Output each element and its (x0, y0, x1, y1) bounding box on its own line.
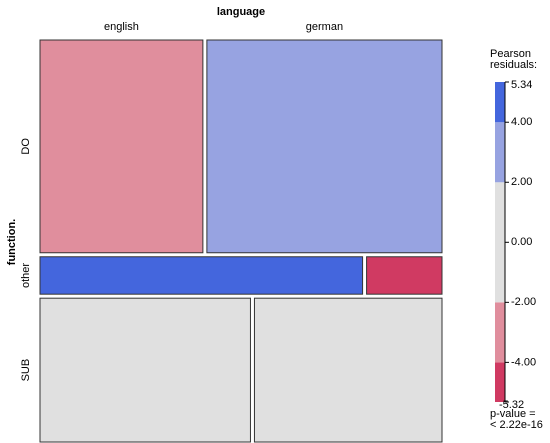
legend-tick-label: 4.00 (511, 116, 532, 128)
row-label: SUB (20, 359, 32, 382)
legend-tick-label: -2.00 (511, 296, 536, 308)
legend-tick-label: -4.00 (511, 356, 536, 368)
p-value: p-value = (490, 408, 536, 420)
mosaic-cell (253, 297, 443, 443)
mosaic-cell (39, 39, 204, 254)
row-label: DO (20, 138, 32, 155)
legend-band (495, 182, 505, 303)
mosaic-cell (366, 256, 443, 295)
legend-title: residuals: (490, 59, 537, 71)
mosaic-cell (206, 39, 443, 254)
legend-band (495, 122, 505, 183)
column-label: english (104, 21, 139, 33)
mosaic-cell (39, 256, 364, 295)
column-label: german (306, 21, 343, 33)
legend-tick-label: 0.00 (511, 236, 532, 248)
x-axis-label: language (217, 6, 265, 18)
legend-band (495, 302, 505, 363)
legend-tick-label: 2.00 (511, 176, 532, 188)
legend-tick-label: 5.34 (511, 79, 532, 91)
row-label: other (20, 263, 32, 288)
legend-band (495, 362, 505, 402)
mosaic-cell (39, 297, 251, 443)
legend-band (495, 82, 505, 123)
legend-tick-label: -5.32 (499, 399, 524, 411)
p-value: < 2.22e-16 (490, 419, 543, 431)
legend-title: Pearson (490, 48, 531, 60)
y-axis-label: function. (6, 219, 18, 265)
